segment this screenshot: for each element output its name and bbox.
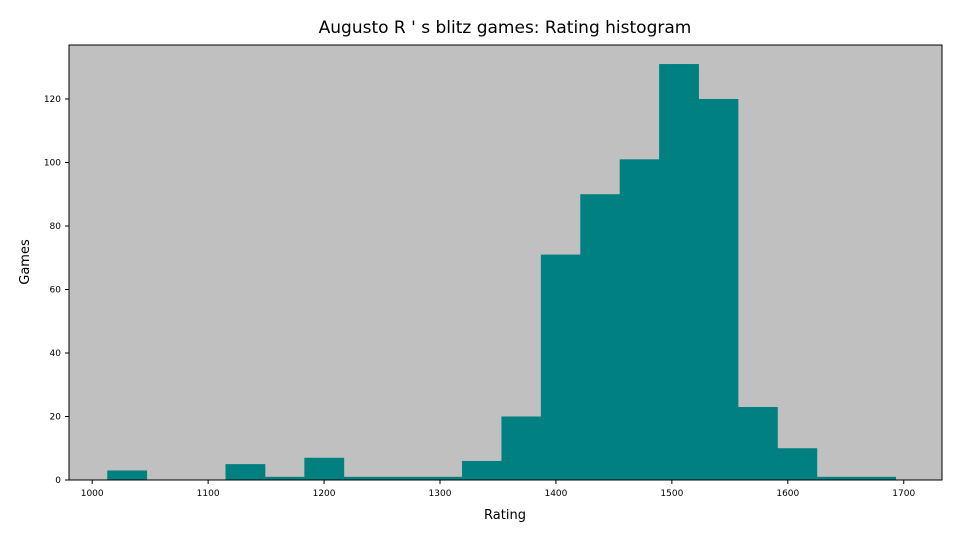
histogram-bar <box>422 476 463 480</box>
y-axis-label: Games <box>18 239 33 285</box>
x-tick-label: 1200 <box>313 489 336 499</box>
histogram-bar <box>343 476 384 480</box>
bars-group <box>107 64 897 481</box>
histogram-bar <box>659 64 699 481</box>
x-tick-label: 1400 <box>544 489 567 499</box>
histogram-bar <box>462 460 502 480</box>
x-axis-label: Rating <box>484 508 526 523</box>
x-tick-label: 1100 <box>197 489 220 499</box>
histogram-bar <box>107 470 148 480</box>
histogram-bar <box>737 406 778 480</box>
plot-area <box>69 45 942 480</box>
chart-title: Augusto R ' s blitz games: Rating histog… <box>319 18 692 38</box>
histogram-bar <box>540 254 581 480</box>
histogram-bar <box>777 448 818 480</box>
y-tick-label: 100 <box>44 158 61 168</box>
plot-frame <box>68 44 943 481</box>
y-tick-label: 60 <box>50 285 62 295</box>
histogram-bar <box>698 98 739 480</box>
x-tick-label: 1300 <box>429 489 452 499</box>
histogram-bar <box>856 476 897 480</box>
histogram-bar <box>816 476 857 480</box>
histogram-bar <box>304 457 345 480</box>
x-tick-label: 1500 <box>660 489 683 499</box>
x-tick-label: 1000 <box>81 489 104 499</box>
y-tick-label: 40 <box>50 349 62 359</box>
y-tick-label: 80 <box>50 222 62 232</box>
y-tick-label: 120 <box>44 95 61 105</box>
x-tick-label: 1600 <box>776 489 799 499</box>
histogram-bar <box>580 194 621 481</box>
histogram-bar <box>225 464 266 480</box>
y-axis: 0 20 40 60 80 100 120 <box>44 95 69 486</box>
y-tick-label: 0 <box>55 476 61 486</box>
histogram-bar <box>383 476 424 480</box>
histogram-bar <box>619 159 660 480</box>
x-axis: 1000 1100 1200 1300 1400 1500 1600 1700 <box>81 480 915 499</box>
y-tick-label: 20 <box>50 412 62 422</box>
histogram-bar <box>264 476 305 480</box>
x-tick-label: 1700 <box>892 489 915 499</box>
histogram-bar <box>501 416 542 480</box>
